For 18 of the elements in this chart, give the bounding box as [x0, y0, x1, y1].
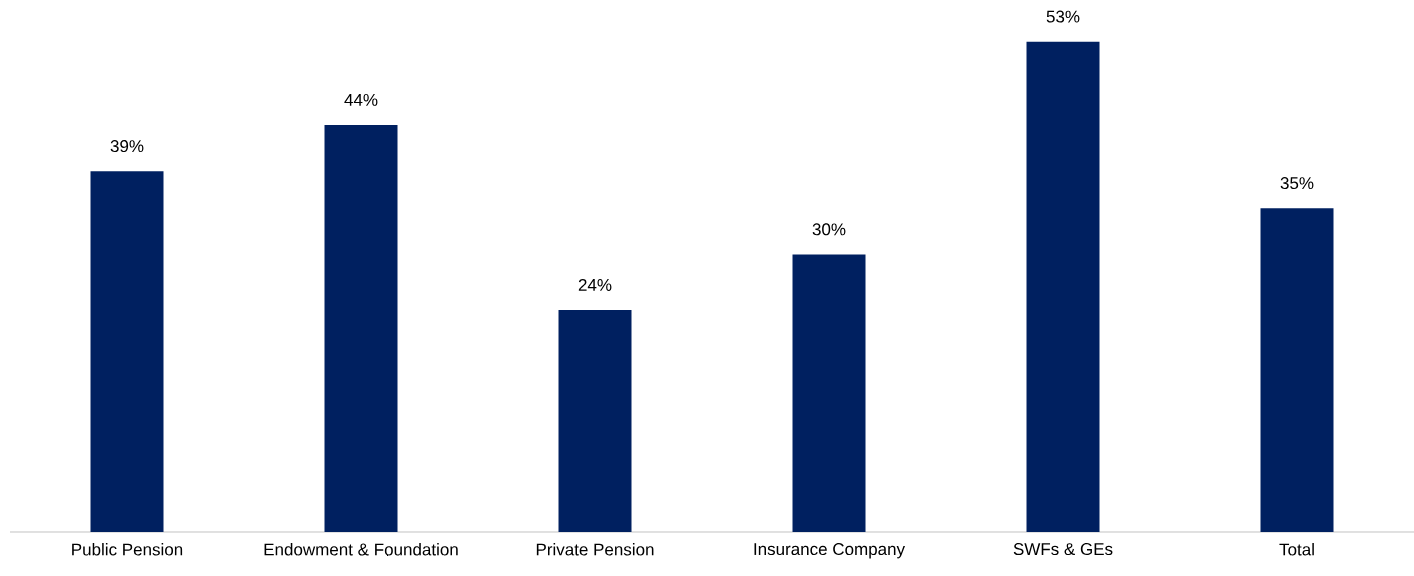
data-label: 53% — [1046, 10, 1080, 23]
bar — [90, 171, 164, 532]
x-tick-label: Private Pension — [536, 543, 654, 556]
x-tick-label: SWFs & GEs — [1013, 543, 1113, 556]
bar — [324, 124, 398, 532]
bar — [1260, 208, 1334, 532]
bar — [792, 254, 866, 532]
x-tick-label: Insurance Company — [754, 543, 905, 559]
data-label: 44% — [344, 93, 378, 106]
x-tick-label: Public Pension — [72, 543, 183, 556]
data-label: 35% — [1280, 177, 1314, 190]
data-label: 24% — [578, 278, 612, 291]
bar — [1026, 41, 1100, 532]
data-label: 39% — [110, 140, 144, 153]
bar — [558, 309, 632, 532]
data-label: 30% — [812, 223, 846, 236]
x-tick-label: Endowment & Foundation — [264, 543, 458, 556]
x-tick-label: Total — [1279, 543, 1314, 556]
